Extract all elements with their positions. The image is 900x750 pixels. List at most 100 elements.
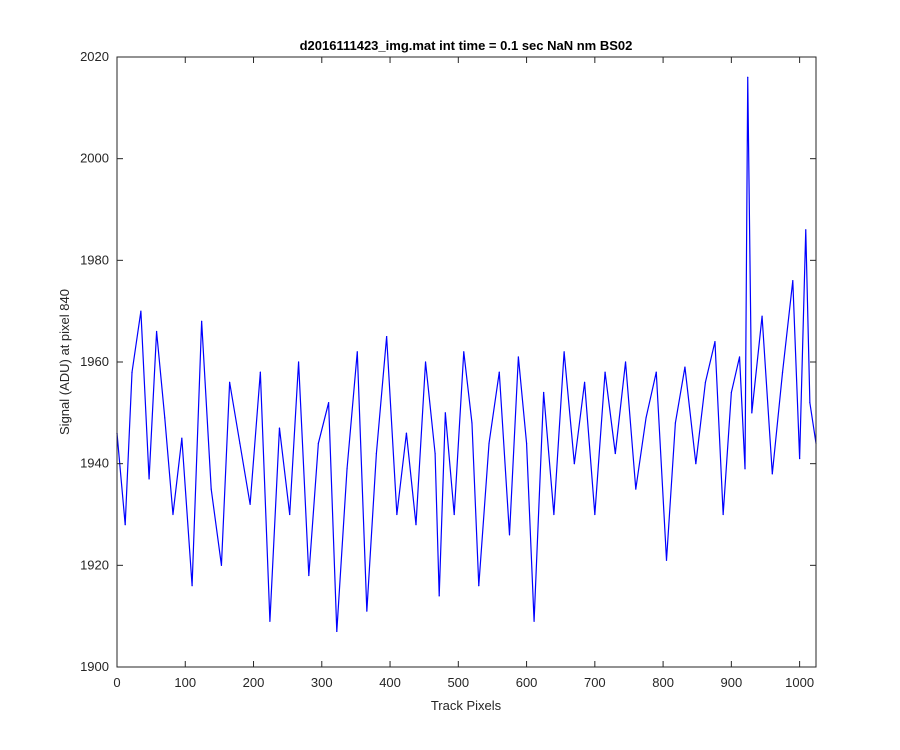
x-tick-label: 400 (379, 675, 401, 690)
data-point (771, 473, 773, 475)
data-point (269, 620, 271, 622)
data-point (684, 366, 686, 368)
data-point (201, 320, 203, 322)
data-point (259, 371, 261, 373)
data-point (744, 468, 746, 470)
data-point (614, 452, 616, 455)
data-point (799, 457, 801, 460)
data-point (624, 361, 627, 363)
data-point (434, 452, 436, 455)
x-tick-label: 800 (652, 675, 674, 690)
plot-area (117, 57, 816, 667)
data-point (508, 534, 511, 536)
data-point (366, 610, 368, 612)
x-tick-label: 200 (243, 675, 265, 690)
data-point (645, 417, 647, 419)
x-tick-label: 500 (447, 675, 469, 690)
data-point (453, 513, 455, 516)
data-point (181, 437, 183, 439)
y-axis-ticks: 1900 1920 1940 1960 1980 2000 2020 (80, 49, 816, 674)
data-point (665, 559, 668, 561)
data-point (533, 620, 535, 622)
data-point (396, 513, 398, 516)
data-point (438, 595, 440, 597)
data-point (444, 412, 446, 414)
data-point (191, 585, 193, 587)
data-point (386, 335, 388, 338)
y-tick-label: 1900 (80, 659, 109, 674)
data-point (714, 341, 716, 343)
data-point (424, 361, 427, 363)
y-tick-label: 1920 (80, 557, 109, 572)
data-point (336, 630, 338, 633)
data-point (131, 371, 133, 373)
y-tick-label: 1940 (80, 456, 109, 471)
data-point (239, 442, 241, 444)
x-axis-label: Track Pixels (431, 698, 502, 713)
data-point (488, 442, 490, 444)
data-point (140, 310, 142, 312)
data-point (805, 229, 807, 231)
data-point (543, 391, 545, 394)
x-axis-ticks: 0 100 200 300 400 500 600 700 800 900 1000 (113, 57, 814, 690)
data-point (674, 422, 676, 424)
data-point (308, 574, 310, 577)
data-point (751, 412, 753, 414)
data-point (730, 391, 732, 394)
data-point (738, 356, 741, 358)
x-tick-label: 1000 (785, 675, 814, 690)
data-point (471, 422, 473, 424)
data-point (155, 330, 158, 333)
data-point (695, 463, 697, 465)
data-point (635, 488, 637, 490)
data-point (604, 371, 606, 373)
data-point (594, 513, 596, 516)
data-point (761, 315, 763, 317)
data-point (278, 427, 281, 429)
data-point (781, 371, 784, 373)
data-point (463, 351, 465, 353)
data-point (722, 513, 724, 516)
data-point (297, 361, 300, 363)
data-point (317, 442, 319, 444)
data-point (289, 513, 291, 516)
y-axis-label: Signal (ADU) at pixel 840 (57, 289, 72, 435)
data-point (346, 468, 348, 470)
data-point (525, 442, 528, 444)
data-point (375, 452, 377, 455)
y-tick-label: 1960 (80, 354, 109, 369)
data-point (573, 463, 575, 465)
data-point (172, 513, 174, 516)
data-point (747, 76, 749, 78)
x-tick-label: 0 (113, 675, 120, 690)
data-point (563, 351, 565, 353)
data-point (655, 371, 657, 373)
data-point (164, 417, 166, 419)
x-tick-label: 300 (311, 675, 333, 690)
data-point (405, 432, 408, 434)
data-point (498, 371, 500, 373)
data-point (124, 524, 126, 526)
x-tick-label: 900 (721, 675, 743, 690)
x-tick-label: 700 (584, 675, 606, 690)
data-point (415, 524, 417, 526)
data-point (792, 280, 794, 282)
data-point (356, 351, 358, 353)
data-point (809, 402, 811, 404)
y-tick-label: 2020 (80, 49, 109, 64)
data-point (249, 503, 251, 505)
x-tick-label: 100 (174, 675, 196, 690)
data-point (704, 381, 707, 383)
data-point (553, 513, 555, 516)
data-point (328, 402, 330, 404)
data-point (583, 381, 586, 383)
y-tick-label: 1980 (80, 252, 109, 267)
data-point (220, 564, 223, 566)
data-point (148, 478, 150, 480)
data-point (517, 356, 519, 358)
data-point (229, 381, 231, 383)
series-layer (116, 76, 817, 633)
y-tick-label: 2000 (80, 151, 109, 166)
chart-title: d2016111423_img.mat int time = 0.1 sec N… (300, 38, 633, 53)
